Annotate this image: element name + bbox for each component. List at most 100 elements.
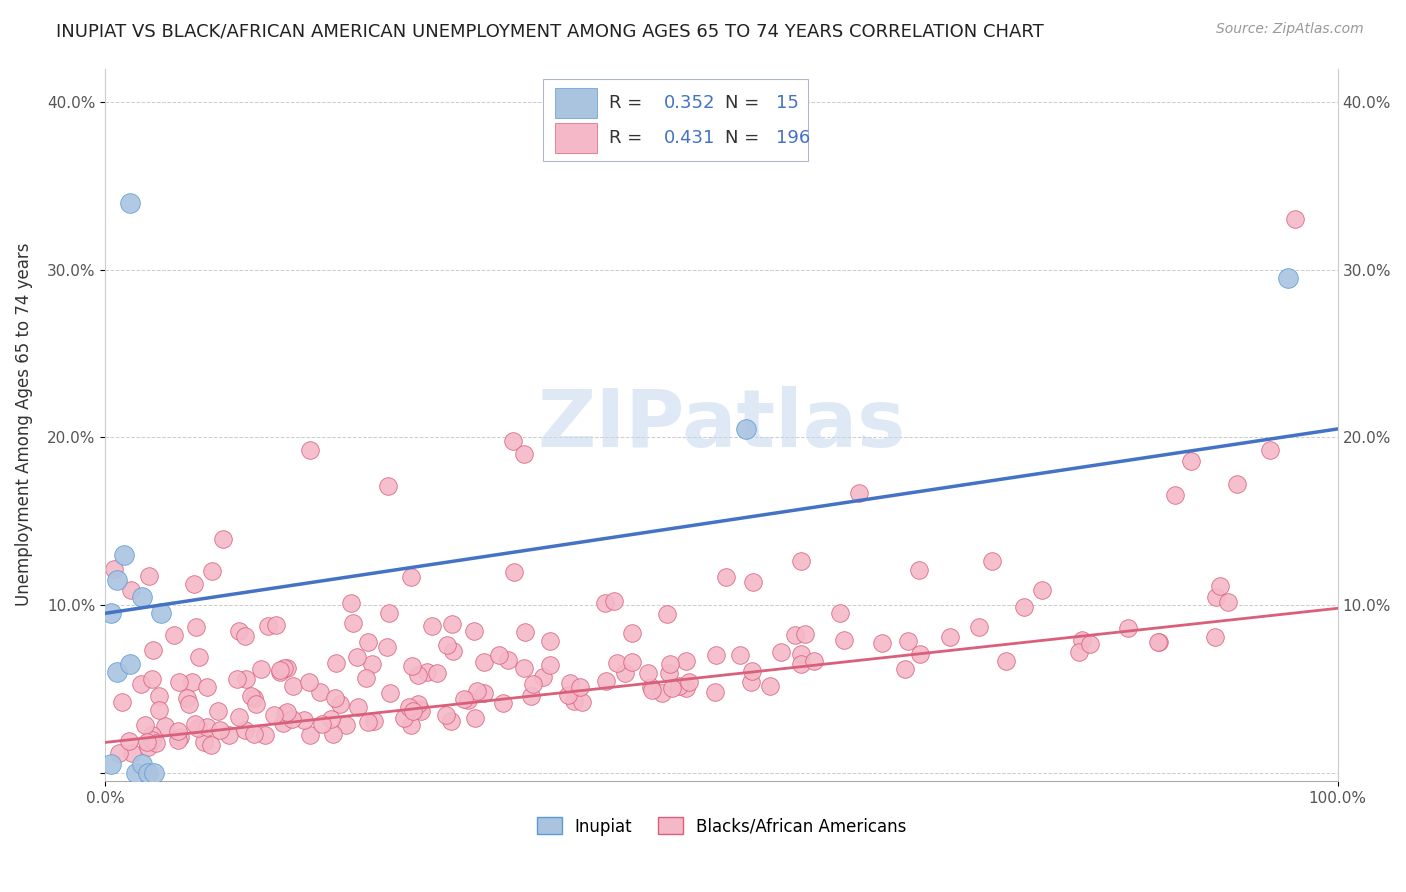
Point	[167, 724, 190, 739]
Point	[143, 765, 166, 780]
Point	[148, 689, 170, 703]
Point	[120, 583, 142, 598]
Point	[896, 633, 918, 648]
Point	[340, 596, 363, 610]
Point	[794, 626, 817, 640]
Point	[406, 668, 429, 682]
Point	[531, 670, 554, 684]
Legend: Inupiat, Blacks/African Americans: Inupiat, Blacks/African Americans	[529, 809, 914, 844]
Text: 0.352: 0.352	[664, 94, 714, 112]
Point	[1071, 632, 1094, 647]
Point	[245, 697, 267, 711]
Text: INUPIAT VS BLACK/AFRICAN AMERICAN UNEMPLOYMENT AMONG AGES 65 TO 74 YEARS CORRELA: INUPIAT VS BLACK/AFRICAN AMERICAN UNEMPL…	[56, 22, 1045, 40]
Point	[141, 733, 163, 747]
Point	[276, 705, 298, 719]
Point	[440, 714, 463, 728]
Point	[148, 703, 170, 717]
Point	[513, 447, 536, 461]
Point	[1147, 635, 1170, 649]
Point	[243, 691, 266, 706]
Point	[1031, 583, 1053, 598]
Point	[759, 680, 782, 694]
Point	[790, 554, 813, 568]
Point	[375, 640, 398, 654]
Text: 0.431: 0.431	[664, 128, 714, 146]
Point	[197, 681, 219, 695]
Point	[118, 195, 141, 210]
Point	[641, 682, 664, 697]
Point	[613, 665, 636, 680]
Point	[488, 648, 510, 662]
Point	[100, 607, 122, 621]
Point	[100, 757, 122, 772]
Point	[408, 702, 430, 716]
Point	[218, 728, 240, 742]
Point	[830, 606, 852, 620]
Point	[502, 434, 524, 449]
Point	[472, 655, 495, 669]
Point	[967, 619, 990, 633]
Text: N =: N =	[725, 94, 765, 112]
Point	[651, 686, 673, 700]
Point	[558, 676, 581, 690]
Point	[235, 673, 257, 687]
Point	[938, 630, 960, 644]
Point	[1080, 637, 1102, 651]
Point	[188, 649, 211, 664]
Text: R =: R =	[609, 94, 648, 112]
Point	[595, 673, 617, 688]
Point	[1205, 590, 1227, 604]
Point	[163, 628, 186, 642]
Point	[118, 733, 141, 747]
Point	[253, 728, 276, 742]
Text: Source: ZipAtlas.com: Source: ZipAtlas.com	[1216, 22, 1364, 37]
Point	[678, 674, 700, 689]
Point	[233, 629, 256, 643]
Point	[363, 714, 385, 728]
Point	[1146, 635, 1168, 649]
Point	[322, 727, 344, 741]
Point	[908, 648, 931, 662]
Point	[402, 704, 425, 718]
Point	[872, 636, 894, 650]
Point	[907, 563, 929, 577]
Point	[107, 746, 129, 760]
Point	[472, 686, 495, 700]
Point	[176, 690, 198, 705]
Point	[184, 716, 207, 731]
Point	[658, 665, 681, 680]
Point	[515, 624, 537, 639]
Point	[357, 635, 380, 649]
Point	[571, 695, 593, 709]
Point	[401, 658, 423, 673]
Point	[280, 712, 302, 726]
FancyBboxPatch shape	[543, 79, 807, 161]
Point	[416, 665, 439, 679]
Point	[668, 679, 690, 693]
Point	[392, 711, 415, 725]
Point	[406, 697, 429, 711]
Point	[112, 548, 135, 562]
Point	[498, 653, 520, 667]
Point	[233, 723, 256, 738]
Point	[735, 422, 758, 436]
Point	[226, 672, 249, 686]
Point	[276, 661, 298, 675]
Point	[195, 720, 218, 734]
Point	[503, 566, 526, 580]
Point	[269, 663, 291, 677]
Point	[426, 665, 449, 680]
Point	[309, 685, 332, 699]
Point	[1226, 476, 1249, 491]
Point	[790, 647, 813, 661]
Point	[136, 765, 159, 780]
Point	[186, 620, 208, 634]
Point	[703, 684, 725, 698]
Text: 196: 196	[776, 128, 810, 146]
Point	[463, 624, 485, 639]
Point	[134, 718, 156, 732]
Point	[142, 642, 165, 657]
Point	[512, 661, 534, 675]
Point	[281, 679, 304, 693]
Point	[522, 677, 544, 691]
